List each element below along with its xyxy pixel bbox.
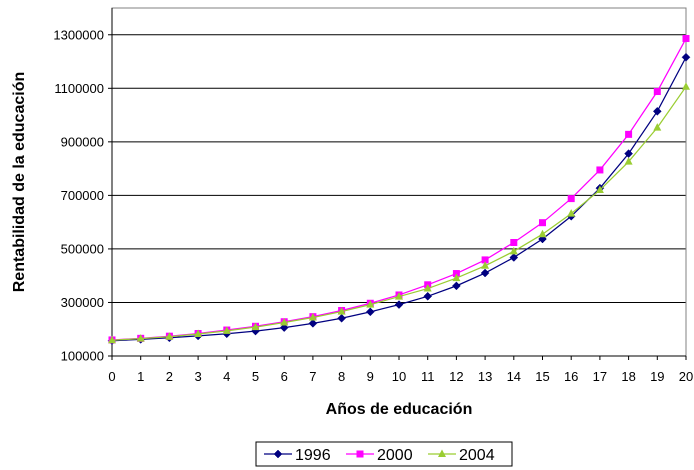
data-point [108, 335, 116, 344]
data-point [194, 329, 203, 338]
y-tick-label: 700000 [61, 188, 104, 203]
y-tick-label: 500000 [61, 241, 104, 256]
data-point [308, 312, 317, 321]
data-point [595, 185, 604, 194]
data-point [452, 273, 461, 282]
data-point [394, 300, 404, 309]
data-point [423, 291, 433, 301]
x-tick-label: 13 [478, 369, 492, 384]
data-point [480, 268, 490, 278]
x-tick-label: 6 [281, 369, 288, 384]
data-point [165, 332, 174, 340]
data-point [423, 284, 432, 292]
data-point [365, 307, 375, 317]
x-tick-label: 14 [507, 369, 521, 384]
data-point [337, 313, 346, 323]
y-tick-label: 100000 [61, 349, 104, 364]
data-point [395, 292, 403, 300]
series-1996 [107, 52, 691, 346]
legend-label: 2000 [377, 447, 413, 464]
legend-label: 2004 [459, 447, 495, 464]
x-tick-label: 4 [223, 369, 230, 384]
x-tick-label: 17 [593, 369, 607, 384]
data-point [624, 157, 633, 165]
data-point [652, 106, 662, 116]
data-point [625, 130, 633, 138]
data-point [682, 35, 690, 43]
x-tick-label: 16 [564, 369, 578, 384]
data-point [510, 238, 518, 246]
x-tick-label: 19 [650, 369, 664, 384]
data-point [452, 270, 460, 278]
x-tick-label: 5 [252, 369, 259, 384]
data-point [136, 334, 145, 342]
x-axis-title: Años de educación [326, 401, 473, 418]
data-point [539, 219, 546, 227]
x-tick-label: 3 [194, 369, 201, 384]
legend-label: 1996 [295, 447, 331, 464]
x-tick-label: 7 [309, 369, 316, 384]
series-layer [107, 35, 691, 346]
data-point [509, 246, 518, 255]
data-point [438, 449, 446, 457]
data-point [681, 52, 691, 62]
data-point [653, 123, 662, 131]
data-point [356, 450, 364, 458]
x-tick-label: 1 [137, 369, 144, 384]
data-point [452, 281, 461, 291]
data-point [273, 449, 283, 459]
x-tick-label: 12 [449, 369, 463, 384]
data-point [481, 261, 490, 269]
y-axis: 100000 300000 500000 700000 900000 1100000 130… [53, 8, 113, 364]
y-tick-label: 1100000 [54, 81, 104, 96]
data-point [481, 256, 489, 264]
series-2004 [108, 82, 690, 344]
data-point [653, 88, 661, 96]
y-tick-label: 300000 [61, 295, 104, 310]
x-tick-label: 15 [535, 369, 549, 384]
x-axis: 0 1 2 3 4 5 6 7 8 9 10 11 12 13 14 15 16 17 18 19 20 [108, 355, 693, 384]
data-point [682, 82, 690, 90]
y-tick-label: 1300000 [53, 27, 104, 42]
x-tick-label: 11 [421, 369, 435, 384]
data-point [366, 300, 375, 308]
data-point [509, 253, 519, 262]
legend: 1996 2000 2004 [255, 441, 513, 467]
data-point [279, 323, 289, 332]
data-point [308, 318, 318, 328]
data-point [337, 307, 346, 315]
data-point [222, 326, 231, 334]
x-tick-label: 18 [621, 369, 635, 384]
data-point [251, 322, 260, 331]
x-tick-label: 0 [108, 369, 115, 384]
x-tick-label: 10 [392, 369, 406, 384]
y-tick-label: 900000 [61, 134, 104, 149]
x-tick-label: 20 [679, 369, 693, 384]
y-axis-title: Rentabilidad de la educación [11, 72, 28, 293]
legend-item-2004: 2004 [428, 447, 495, 464]
data-point [567, 195, 575, 203]
data-point [538, 229, 547, 238]
data-point [596, 166, 604, 174]
x-tick-label: 8 [338, 369, 345, 384]
x-tick-label: 2 [166, 369, 173, 384]
gridlines [112, 34, 686, 357]
legend-box [255, 441, 513, 467]
legend-item-2000: 2000 [346, 447, 413, 464]
data-point [280, 318, 289, 326]
x-tick-label: 9 [367, 369, 374, 384]
legend-item-1996: 1996 [264, 447, 331, 464]
data-point [567, 209, 576, 217]
